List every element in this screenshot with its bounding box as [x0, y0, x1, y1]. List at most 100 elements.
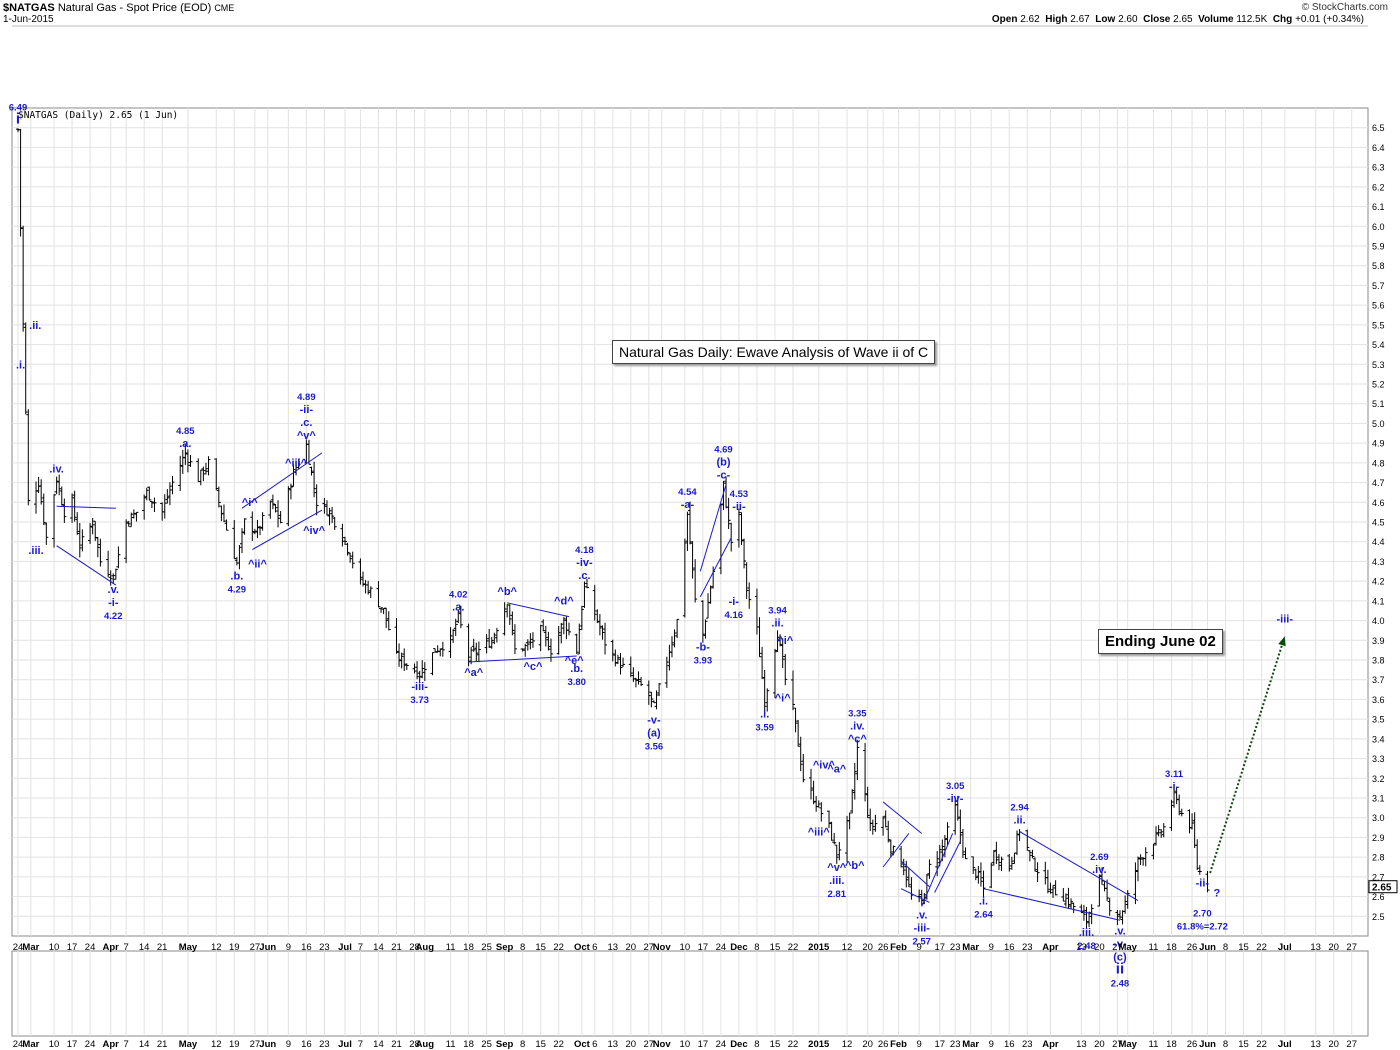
wave-label-text: .c. — [300, 417, 312, 429]
ohlc-bar — [1007, 853, 1012, 872]
x-tick-label: 15 — [1238, 942, 1249, 953]
wave-label: .b. 4.29 — [228, 570, 247, 595]
ohlc-bar — [368, 586, 373, 599]
y-tick-label: 4.5 — [1372, 518, 1385, 528]
wave-label: ^i^ — [775, 692, 791, 704]
x-tick-label: 17 — [934, 1039, 945, 1050]
ohlc-bar — [1205, 870, 1210, 893]
wave-label-text: ^iii^ — [285, 458, 308, 470]
x-tick-label: 23 — [1022, 1039, 1033, 1050]
y-tick-label: 5.3 — [1372, 360, 1385, 370]
y-tick-label: 5.7 — [1372, 281, 1385, 291]
wave-label: .v.-iii- 2.57 — [912, 909, 931, 947]
ohlc-bar — [729, 522, 734, 552]
wave-label-text: .c. — [578, 570, 590, 582]
ohlc-bar — [855, 739, 860, 781]
trendline — [1019, 831, 1139, 901]
ohlc-bar — [402, 648, 407, 672]
x-tick-label: 25 — [481, 942, 492, 953]
x-tick-label: 27 — [1346, 942, 1357, 953]
x-tick-label: 26 — [878, 1039, 889, 1050]
trendline — [900, 860, 930, 888]
ohlc-bar — [1117, 910, 1122, 920]
ohlc-bar — [1048, 882, 1053, 894]
x-tick-label: 27 — [1112, 1039, 1123, 1050]
ohlc-bar — [348, 552, 353, 563]
ohlc-bar — [739, 512, 744, 545]
ohlc-bar — [144, 487, 149, 501]
ohlc-bar — [330, 506, 335, 524]
x-tick-label: Mar — [962, 942, 979, 953]
security-name: Natural Gas - Spot Price (EOD) — [57, 2, 212, 14]
x-tick-label: Apr — [103, 942, 120, 953]
ohlc-bar — [989, 862, 994, 889]
ohlc-bar — [458, 605, 463, 629]
wave-label-text: 61.8%=2.72 — [1177, 922, 1228, 933]
x-tick-label: Sep — [496, 942, 514, 953]
x-tick-label: 8 — [754, 942, 759, 953]
wave-label: -ii- — [1196, 878, 1210, 890]
x-tick-label: Aug — [416, 1039, 435, 1050]
wave-label: -v-(a) 3.56 — [645, 714, 664, 752]
x-tick-label: 12 — [842, 1039, 853, 1050]
x-tick-label: 11 — [446, 1039, 456, 1050]
ohlc-bar — [72, 490, 77, 522]
x-tick-label: 16 — [1004, 942, 1015, 953]
trendline — [934, 841, 961, 893]
ohlc-bar — [188, 455, 193, 467]
ohlc-bar — [57, 474, 62, 496]
ohlc-bar — [1069, 898, 1074, 910]
ohlc-bar — [23, 322, 28, 415]
ohlc-bar — [1097, 874, 1102, 907]
ohlc-bar — [927, 859, 932, 879]
ohlc-bar — [613, 649, 618, 667]
open-label: Open — [991, 14, 1018, 25]
ohlc-bar — [574, 633, 579, 654]
wave-label-text: .i. — [979, 896, 988, 908]
wave-label: 4.54-a- — [678, 487, 697, 511]
x-tick-label: Dec — [730, 1039, 747, 1050]
wave-label: 4.02.a. — [449, 590, 468, 614]
wave-label-text: ^e^ — [565, 655, 585, 667]
wave-label-text: .iii. — [1079, 927, 1094, 939]
ohlc-bar — [420, 660, 425, 679]
ohlc-bar — [75, 512, 80, 535]
x-tick-label: 7 — [358, 1039, 363, 1050]
wave-label-text: .a. — [452, 602, 464, 614]
ohlc-bar — [70, 493, 75, 523]
ohlc-bar — [863, 742, 868, 802]
ohlc-bar — [113, 568, 118, 580]
ohlc-bar — [129, 512, 134, 528]
ohlc-bar — [834, 844, 839, 864]
ohlc-bar — [646, 680, 651, 705]
x-tick-label: 22 — [788, 1039, 799, 1050]
ohlc-bar — [649, 691, 654, 708]
ohlc-bar — [440, 641, 445, 657]
x-tick-label: Sep — [496, 1039, 514, 1050]
x-tick-label: Nov — [653, 1039, 672, 1050]
ohlc-bar — [700, 600, 705, 643]
y-tick-label: 5.8 — [1372, 261, 1385, 271]
ohlc-bar — [469, 647, 474, 665]
ohlc-bar — [945, 822, 950, 846]
ohlc-bar — [361, 571, 366, 587]
ohlc-bar — [556, 626, 561, 655]
x-tick-label: 23 — [319, 1039, 330, 1050]
wave-label-text: .iii. — [829, 875, 844, 887]
x-tick-label: 24 — [13, 942, 24, 953]
ohlc-bar — [636, 671, 641, 685]
exchange: CME — [214, 3, 235, 13]
ohlc-bar — [541, 619, 546, 632]
ohlc-bar — [886, 820, 891, 843]
wave-label-text: 4.69 — [714, 445, 733, 456]
wave-label: .i. — [16, 359, 25, 371]
x-tick-label: 15 — [770, 942, 781, 953]
wave-label: .i. 2.64 — [974, 896, 993, 921]
ohlc-bar — [62, 498, 67, 523]
ohlc-bar — [721, 480, 726, 511]
ohlc-bar — [476, 641, 481, 663]
wave-label-text: .ii. — [29, 320, 41, 332]
ohlc-bar — [492, 632, 497, 645]
x-tick-label: 16 — [301, 942, 312, 953]
ohlc-bar — [224, 519, 229, 531]
